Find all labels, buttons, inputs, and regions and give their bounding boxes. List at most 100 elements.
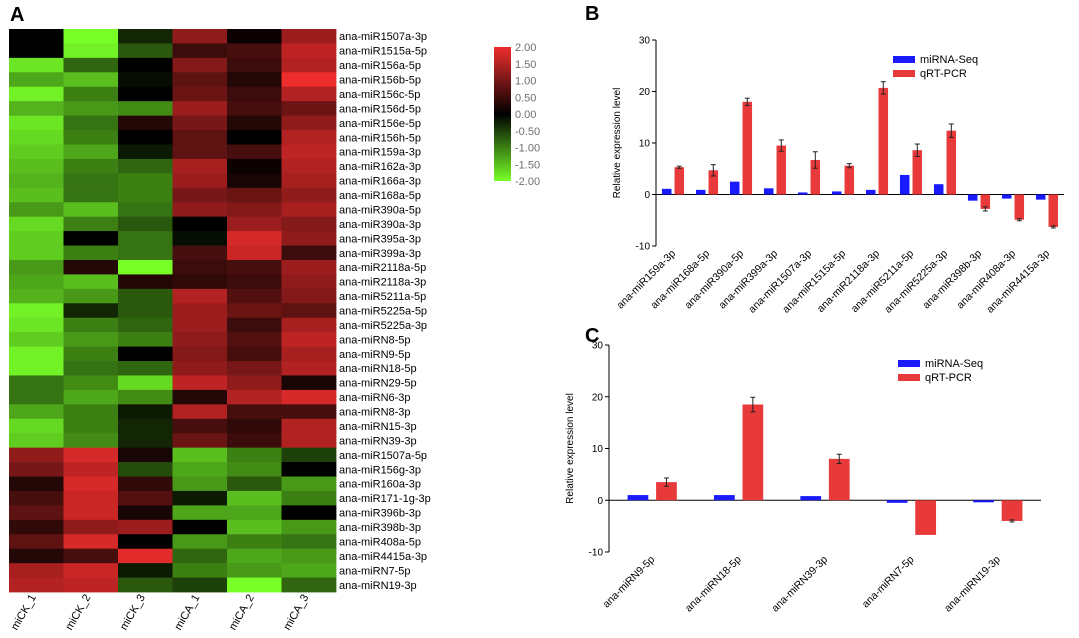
heatmap-cell <box>281 476 337 492</box>
heatmap-cell <box>172 563 228 578</box>
bar-mirna-seq <box>1035 194 1046 200</box>
heatmap-cell <box>9 375 64 391</box>
heatmap-cell <box>172 245 228 261</box>
heatmap-row-label: ana-miRN9-5p <box>339 349 411 361</box>
colorbar-tick-label: 0.00 <box>515 109 536 121</box>
y-tick-label: 30 <box>592 341 604 352</box>
heatmap-cell <box>118 216 173 232</box>
bar-qrt-pcr <box>810 160 821 195</box>
heatmap-panel: ana-miR1507a-3p ana-miR1515a-5p ana-miR156… <box>9 29 431 632</box>
heatmap-row-label: ana-miR1507a-3p <box>339 31 427 43</box>
heatmap-cell <box>172 317 228 333</box>
heatmap-cell <box>9 101 64 117</box>
category-label: ana-miR4415a-3p <box>984 248 1052 316</box>
heatmap-cell <box>281 490 337 506</box>
heatmap-row-label: ana-miR4415a-3p <box>339 551 427 563</box>
heatmap-cell <box>63 519 119 535</box>
heatmap-cell <box>172 361 228 376</box>
y-tick-label: 30 <box>639 36 651 47</box>
heatmap-cell <box>118 346 173 362</box>
heatmap-cell <box>227 231 282 246</box>
heatmap-cell <box>118 317 173 333</box>
heatmap-cell <box>172 43 228 59</box>
heatmap-cell <box>9 332 64 347</box>
heatmap-cell <box>172 115 228 131</box>
heatmap-cell <box>118 144 173 160</box>
heatmap-column-label: miCA_2 <box>227 593 257 633</box>
heatmap-cell <box>9 519 64 535</box>
heatmap-row-label: ana-miR398b-3p <box>339 522 421 534</box>
heatmap-cell <box>281 577 337 593</box>
heatmap-cell <box>227 389 282 405</box>
heatmap-cell <box>63 144 119 160</box>
heatmap-cell <box>281 462 337 477</box>
heatmap-cell <box>9 490 64 506</box>
heatmap-cell <box>227 361 282 376</box>
heatmap-cell <box>63 245 119 261</box>
heatmap-cell <box>227 317 282 333</box>
category-label: ana-miR398b-3p <box>920 248 984 312</box>
heatmap-cell <box>63 389 119 405</box>
bar-mirna-seq <box>713 495 735 501</box>
heatmap-cell <box>118 361 173 376</box>
heatmap-cell <box>9 303 64 319</box>
bar-qrt-pcr <box>878 87 889 195</box>
heatmap-cell <box>281 57 337 73</box>
heatmap-cell <box>227 101 282 117</box>
error-bar <box>812 151 818 169</box>
heatmap-cell <box>281 361 337 376</box>
error-bar <box>663 477 669 487</box>
heatmap-cell <box>63 375 119 391</box>
heatmap-row-label: ana-miRN29-5p <box>339 378 417 390</box>
heatmap-cell <box>118 187 173 203</box>
heatmap-cell <box>281 245 337 261</box>
heatmap-row-label: ana-miR5211a-5p <box>339 291 426 303</box>
heatmap-cell <box>172 389 228 405</box>
heatmap-row-label: ana-miR156e-5p <box>339 118 421 130</box>
heatmap-cell <box>63 259 119 275</box>
heatmap-row-label: ana-miRN15-3p <box>339 421 417 433</box>
heatmap-cell <box>63 86 119 102</box>
heatmap-row-label: ana-miR1515a-5p <box>339 46 427 58</box>
heatmap-row-label: ana-miR156d-5p <box>339 103 421 115</box>
error-bar <box>710 164 716 177</box>
bar-qrt-pcr <box>742 101 753 195</box>
bar-mirna-seq <box>899 174 910 195</box>
heatmap-cell <box>63 447 119 463</box>
bar-qrt-pcr <box>946 130 957 195</box>
heatmap-cell <box>281 187 337 203</box>
heatmap-cell <box>118 303 173 319</box>
heatmap-cell <box>63 57 119 73</box>
heatmap-cell <box>118 158 173 174</box>
heatmap-cell <box>172 519 228 535</box>
heatmap-cell <box>172 57 228 73</box>
heatmap-cell <box>281 274 337 290</box>
heatmap-cell <box>118 476 173 492</box>
heatmap-cell <box>172 216 228 232</box>
category-label: ana-miR168a-5p <box>648 248 712 312</box>
heatmap-cell <box>118 72 173 88</box>
colorbar-tick-label: -0.50 <box>515 126 540 138</box>
heatmap-cell <box>281 389 337 405</box>
heatmap-row-label: ana-miR156h-5p <box>339 132 421 144</box>
heatmap-cell <box>227 563 282 578</box>
heatmap-row-label: ana-miR1507a-5p <box>339 450 427 462</box>
heatmap-row-label: ana-miR162a-3p <box>339 161 421 173</box>
heatmap-cell <box>281 433 337 449</box>
heatmap-cell <box>172 202 228 218</box>
heatmap-cell <box>118 404 173 420</box>
bar-mirna-seq <box>763 188 774 195</box>
heatmap-cell <box>9 361 64 376</box>
heatmap-cell <box>9 43 64 59</box>
heatmap-cell <box>118 259 173 275</box>
category-label: ana-miR2118a-3p <box>815 248 882 315</box>
heatmap-row-label: ana-miR2118a-5p <box>339 262 426 274</box>
heatmap-cell <box>9 115 64 131</box>
category-label: ana-miR5225a-3p <box>882 248 950 316</box>
bar-qrt-pcr <box>742 404 764 501</box>
legend-swatch <box>898 374 920 381</box>
heatmap-cell <box>227 158 282 174</box>
heatmap-cell <box>9 404 64 420</box>
y-tick-label: 10 <box>592 444 604 455</box>
error-bar <box>836 453 842 465</box>
